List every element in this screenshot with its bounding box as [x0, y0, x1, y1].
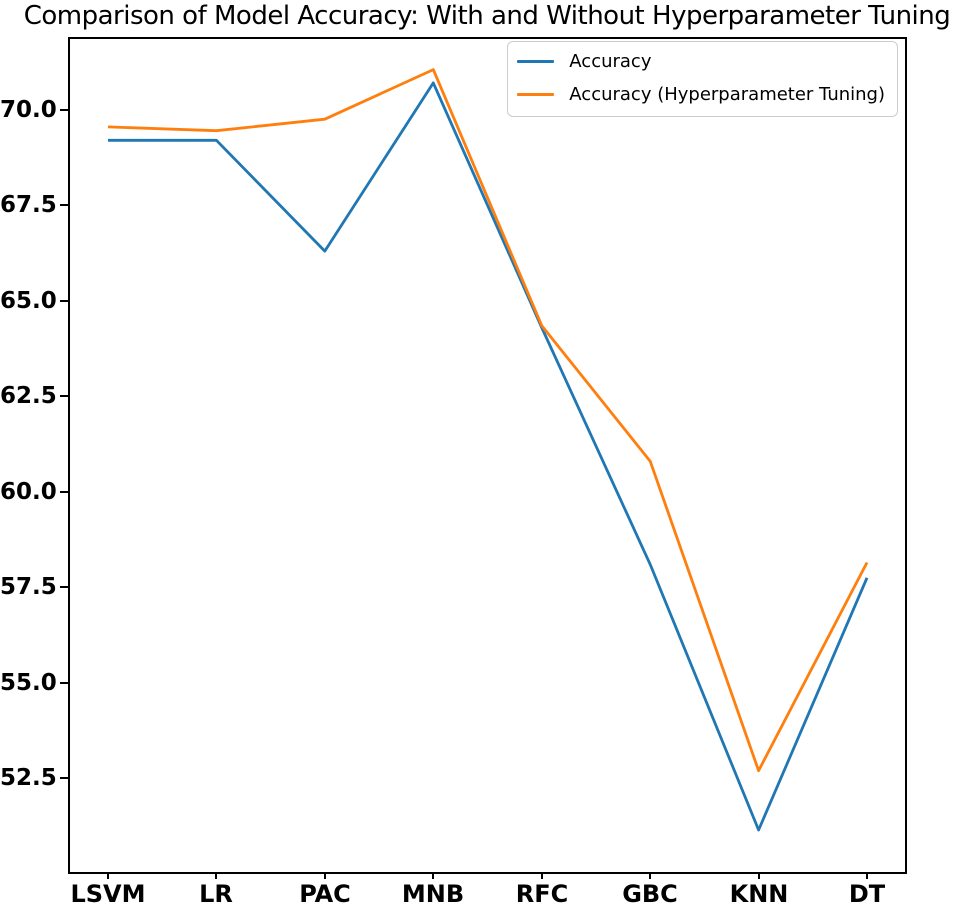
- x-tick-mark: [866, 872, 868, 879]
- x-tick-label-lsvm: LSVM: [70, 880, 146, 906]
- x-tick-mark: [432, 872, 434, 879]
- x-tick-label-gbc: GBC: [622, 880, 678, 906]
- x-tick-mark: [541, 872, 543, 879]
- legend-item-accuracy: Accuracy: [517, 48, 885, 74]
- legend-label-accuracy-tuned: Accuracy (Hyperparameter Tuning): [569, 83, 885, 105]
- y-tick-mark: [60, 204, 68, 206]
- x-tick-mark: [215, 872, 217, 879]
- x-tick-label-rfc: RFC: [515, 880, 569, 906]
- y-tick-label: 70.0: [0, 97, 57, 123]
- plot-area: Accuracy Accuracy (Hyperparameter Tuning…: [68, 37, 907, 874]
- chart-title: Comparison of Model Accuracy: With and W…: [23, 1, 951, 31]
- x-tick-mark: [758, 872, 760, 879]
- series-line-accuracy: [108, 81, 869, 832]
- y-tick-label: 52.5: [0, 765, 57, 791]
- y-tick-label: 55.0: [0, 670, 57, 696]
- y-tick-label: 60.0: [0, 479, 57, 505]
- x-tick-label-mnb: MNB: [401, 880, 465, 906]
- x-tick-label-knn: KNN: [729, 880, 789, 906]
- y-tick-label: 65.0: [0, 288, 57, 314]
- legend: Accuracy Accuracy (Hyperparameter Tuning…: [507, 41, 898, 117]
- y-tick-mark: [60, 491, 68, 493]
- x-tick-label-dt: DT: [848, 880, 886, 906]
- x-tick-mark: [107, 872, 109, 879]
- legend-line-swatch-accuracy-tuned: [517, 92, 555, 96]
- y-tick-mark: [60, 682, 68, 684]
- y-tick-mark: [60, 395, 68, 397]
- plot-lines-svg: [107, 68, 869, 832]
- x-tick-label-lr: LR: [199, 880, 233, 906]
- legend-item-accuracy-tuned: Accuracy (Hyperparameter Tuning): [517, 81, 885, 107]
- y-tick-label: 62.5: [0, 383, 57, 409]
- y-tick-mark: [60, 586, 68, 588]
- series-line-accuracy-tuned: [107, 68, 869, 773]
- legend-label-accuracy: Accuracy: [569, 50, 652, 72]
- x-tick-label-pac: PAC: [299, 880, 351, 906]
- x-tick-mark: [649, 872, 651, 879]
- legend-line-swatch-accuracy: [517, 59, 555, 63]
- y-tick-mark: [60, 109, 68, 111]
- y-tick-mark: [60, 777, 68, 779]
- y-tick-label: 67.5: [0, 192, 57, 218]
- x-tick-mark: [324, 872, 326, 879]
- y-tick-label: 57.5: [0, 574, 57, 600]
- y-tick-mark: [60, 300, 68, 302]
